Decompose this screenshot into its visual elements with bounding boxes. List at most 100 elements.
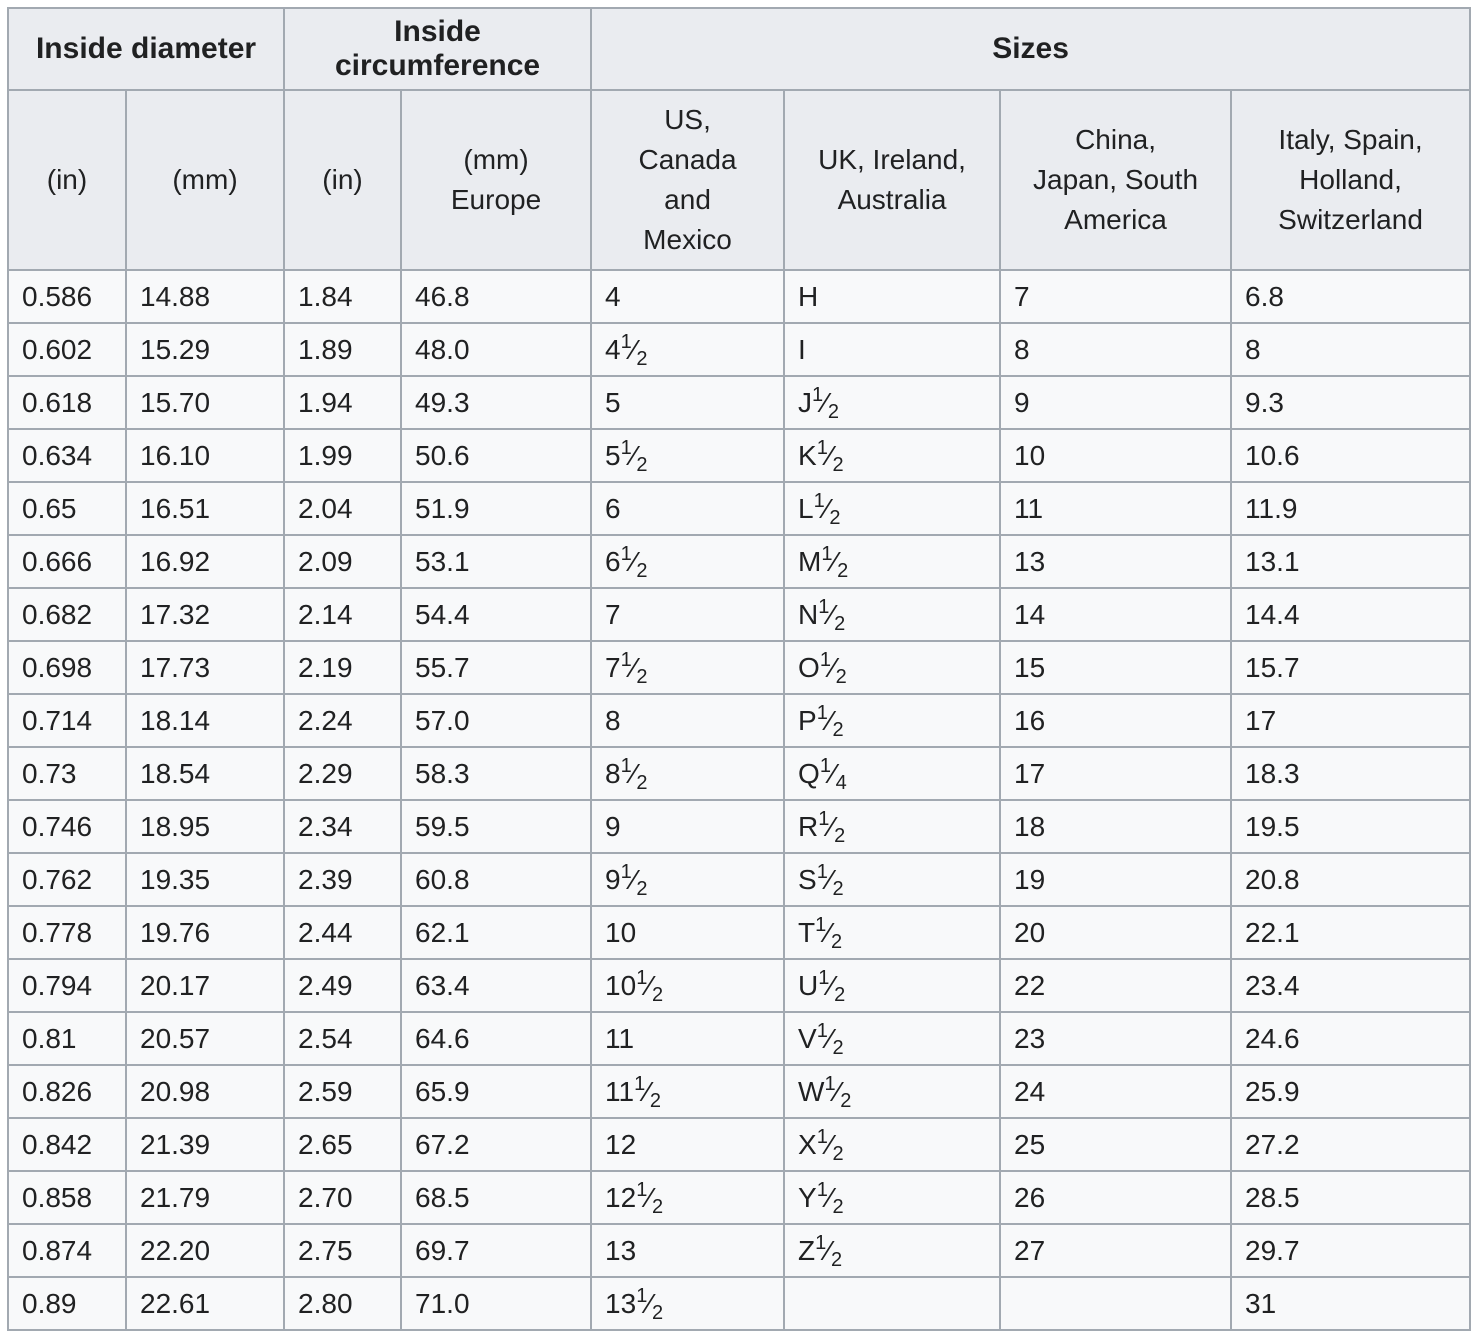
table-cell-r15-c1: 0.81 xyxy=(7,1011,127,1066)
table-cell-r11-c4: 59.5 xyxy=(400,799,593,854)
table-cell-r19-c1: 0.874 xyxy=(7,1223,127,1278)
table-cell-r12-c8: 20.8 xyxy=(1230,852,1472,907)
table-cell-r1-c7: 7 xyxy=(999,269,1233,324)
ring-size-conversion-table: Inside diameter Inside circumference Sizes… xyxy=(6,7,1472,1331)
table-cell-r18-c8: 28.5 xyxy=(1230,1170,1472,1225)
table-row: 0.858 21.79 2.70 68.5 121⁄2 Y1⁄2 26 28.5 xyxy=(7,1170,1472,1225)
table-cell-r2-c4: 48.0 xyxy=(400,322,593,377)
table-cell-r16-c5: 111⁄2 xyxy=(590,1064,786,1119)
table-cell-r5-c6: L1⁄2 xyxy=(783,481,1002,536)
table-cell-r18-c6: Y1⁄2 xyxy=(783,1170,1002,1225)
table-cell-r14-c7: 22 xyxy=(999,958,1233,1013)
table-cell-r18-c7: 26 xyxy=(999,1170,1233,1225)
table-cell-r7-c4: 54.4 xyxy=(400,587,593,642)
table-row: 0.874 22.20 2.75 69.7 13 Z1⁄2 27 29.7 xyxy=(7,1223,1472,1278)
table-cell-r1-c8: 6.8 xyxy=(1230,269,1472,324)
table-cell-r12-c3: 2.39 xyxy=(283,852,403,907)
table-cell-r9-c5: 8 xyxy=(590,693,786,748)
table-cell-r18-c1: 0.858 xyxy=(7,1170,127,1225)
table-cell-r12-c5: 91⁄2 xyxy=(590,852,786,907)
table-cell-r15-c7: 23 xyxy=(999,1011,1233,1066)
table-row: 0.602 15.29 1.89 48.0 41⁄2 I 8 8 xyxy=(7,322,1472,377)
table-cell-r8-c1: 0.698 xyxy=(7,640,127,695)
table-cell-r5-c8: 11.9 xyxy=(1230,481,1472,536)
table-cell-r2-c5: 41⁄2 xyxy=(590,322,786,377)
table-row: 0.634 16.10 1.99 50.6 51⁄2 K1⁄2 10 10.6 xyxy=(7,428,1472,483)
table-cell-r3-c4: 49.3 xyxy=(400,375,593,430)
table-cell-r12-c2: 19.35 xyxy=(124,852,286,907)
table-cell-r17-c5: 12 xyxy=(590,1117,786,1172)
table-cell-r14-c2: 20.17 xyxy=(124,958,286,1013)
table-cell-r16-c1: 0.826 xyxy=(7,1064,127,1119)
table-cell-r10-c7: 17 xyxy=(999,746,1233,801)
table-cell-r3-c6: J1⁄2 xyxy=(783,375,1002,430)
table-cell-r10-c3: 2.29 xyxy=(283,746,403,801)
table-cell-r9-c6: P1⁄2 xyxy=(783,693,1002,748)
table-cell-r11-c1: 0.746 xyxy=(7,799,127,854)
table-cell-r10-c8: 18.3 xyxy=(1230,746,1472,801)
column-header-circumference-in: (in) xyxy=(283,89,403,271)
table-cell-r7-c7: 14 xyxy=(999,587,1233,642)
table-row: 0.586 14.88 1.84 46.8 4 H 7 6.8 xyxy=(7,269,1472,324)
table-cell-r1-c5: 4 xyxy=(590,269,786,324)
table-cell-r14-c3: 2.49 xyxy=(283,958,403,1013)
column-header-diameter-mm: (mm) xyxy=(124,89,286,271)
table-cell-r19-c7: 27 xyxy=(999,1223,1233,1278)
table-cell-r7-c1: 0.682 xyxy=(7,587,127,642)
table-cell-r20-c7 xyxy=(999,1276,1233,1331)
table-cell-r10-c5: 81⁄2 xyxy=(590,746,786,801)
table-cell-r9-c1: 0.714 xyxy=(7,693,127,748)
table-cell-r13-c4: 62.1 xyxy=(400,905,593,960)
table-cell-r10-c4: 58.3 xyxy=(400,746,593,801)
table-row: 0.714 18.14 2.24 57.0 8 P1⁄2 16 17 xyxy=(7,693,1472,748)
table-cell-r11-c8: 19.5 xyxy=(1230,799,1472,854)
table-cell-r4-c2: 16.10 xyxy=(124,428,286,483)
table-cell-r4-c5: 51⁄2 xyxy=(590,428,786,483)
table-cell-r10-c6: Q1⁄4 xyxy=(783,746,1002,801)
table-cell-r20-c6 xyxy=(783,1276,1002,1331)
table-cell-r6-c2: 16.92 xyxy=(124,534,286,589)
table-row: 0.746 18.95 2.34 59.5 9 R1⁄2 18 19.5 xyxy=(7,799,1472,854)
table-cell-r11-c6: R1⁄2 xyxy=(783,799,1002,854)
group-header-inside-circumference: Inside circumference xyxy=(283,7,593,91)
column-header-china-japan-south-america: China, Japan, South America xyxy=(999,89,1233,271)
table-cell-r17-c8: 27.2 xyxy=(1230,1117,1472,1172)
table-cell-r9-c7: 16 xyxy=(999,693,1233,748)
table-cell-r7-c3: 2.14 xyxy=(283,587,403,642)
table-cell-r9-c3: 2.24 xyxy=(283,693,403,748)
table-cell-r11-c2: 18.95 xyxy=(124,799,286,854)
table-cell-r12-c7: 19 xyxy=(999,852,1233,907)
table-cell-r4-c6: K1⁄2 xyxy=(783,428,1002,483)
table-cell-r20-c2: 22.61 xyxy=(124,1276,286,1331)
table-cell-r17-c3: 2.65 xyxy=(283,1117,403,1172)
table-row: 0.65 16.51 2.04 51.9 6 L1⁄2 11 11.9 xyxy=(7,481,1472,536)
table-cell-r18-c3: 2.70 xyxy=(283,1170,403,1225)
table-cell-r6-c4: 53.1 xyxy=(400,534,593,589)
table-cell-r4-c1: 0.634 xyxy=(7,428,127,483)
table-row: 0.618 15.70 1.94 49.3 5 J1⁄2 9 9.3 xyxy=(7,375,1472,430)
table-row: 0.842 21.39 2.65 67.2 12 X1⁄2 25 27.2 xyxy=(7,1117,1472,1172)
table-cell-r2-c2: 15.29 xyxy=(124,322,286,377)
table-cell-r7-c2: 17.32 xyxy=(124,587,286,642)
table-cell-r17-c4: 67.2 xyxy=(400,1117,593,1172)
table-body: 0.586 14.88 1.84 46.8 4 H 7 6.8 0.602 15.29 1.89 48… xyxy=(7,269,1472,1331)
table-cell-r3-c5: 5 xyxy=(590,375,786,430)
table-cell-r20-c1: 0.89 xyxy=(7,1276,127,1331)
table-cell-r11-c3: 2.34 xyxy=(283,799,403,854)
table-cell-r5-c4: 51.9 xyxy=(400,481,593,536)
table-cell-r1-c6: H xyxy=(783,269,1002,324)
table-cell-r6-c7: 13 xyxy=(999,534,1233,589)
table-cell-r8-c5: 71⁄2 xyxy=(590,640,786,695)
column-header-diameter-in: (in) xyxy=(7,89,127,271)
table-cell-r17-c7: 25 xyxy=(999,1117,1233,1172)
table-cell-r3-c7: 9 xyxy=(999,375,1233,430)
table-cell-r19-c3: 2.75 xyxy=(283,1223,403,1278)
table-cell-r9-c2: 18.14 xyxy=(124,693,286,748)
table-cell-r6-c3: 2.09 xyxy=(283,534,403,589)
table-row: 0.89 22.61 2.80 71.0 131⁄2 31 xyxy=(7,1276,1472,1331)
table-cell-r11-c7: 18 xyxy=(999,799,1233,854)
table-cell-r16-c3: 2.59 xyxy=(283,1064,403,1119)
table-cell-r16-c2: 20.98 xyxy=(124,1064,286,1119)
table-cell-r3-c2: 15.70 xyxy=(124,375,286,430)
table-cell-r8-c2: 17.73 xyxy=(124,640,286,695)
